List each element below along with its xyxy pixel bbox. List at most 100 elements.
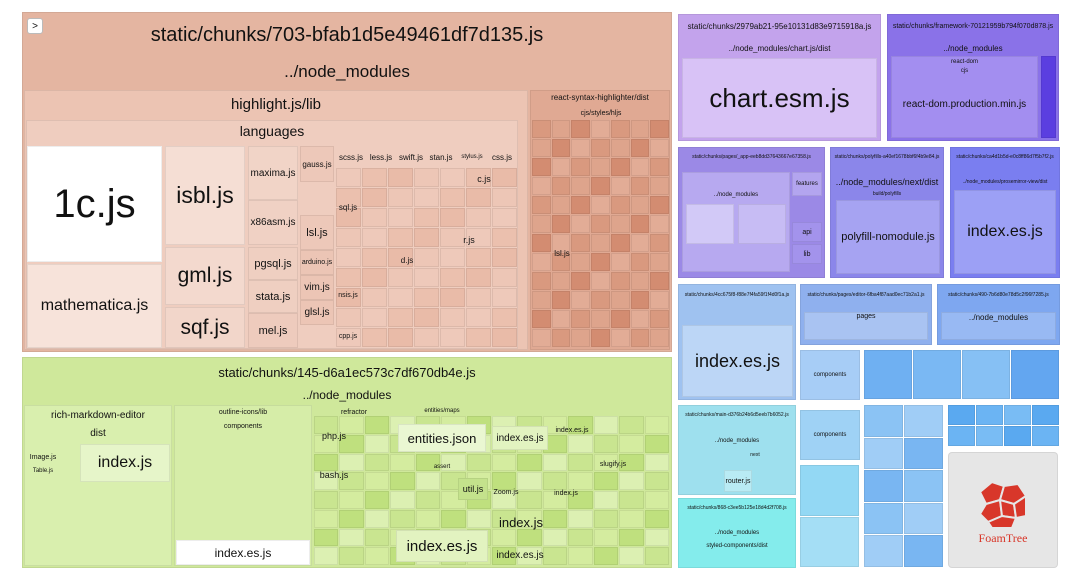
small-box bbox=[568, 434, 593, 453]
small-box bbox=[610, 120, 630, 138]
small-box bbox=[362, 188, 387, 207]
small-box bbox=[571, 291, 591, 309]
small-box bbox=[619, 453, 644, 472]
file: pgsql.js bbox=[248, 247, 298, 280]
file: php.js bbox=[321, 431, 347, 441]
small-box bbox=[630, 196, 650, 214]
small-box bbox=[364, 434, 390, 453]
file: index.es.js bbox=[492, 426, 548, 450]
folder-box: features bbox=[792, 172, 822, 196]
small-box bbox=[591, 215, 610, 233]
small-box bbox=[362, 208, 387, 227]
small-box bbox=[532, 329, 551, 347]
file: index.es.js bbox=[176, 540, 310, 565]
small-box bbox=[630, 291, 650, 309]
small-box bbox=[364, 472, 390, 490]
chunk-title: static/chunks/ca4d1b5d-e0c8ff86d7f5b7f2.… bbox=[956, 154, 1054, 160]
small-box bbox=[551, 291, 571, 309]
small-box bbox=[568, 491, 593, 509]
file: d.js bbox=[400, 255, 414, 265]
file: r.js bbox=[463, 235, 475, 245]
group-label: ../node_modules bbox=[943, 43, 1003, 53]
small-box bbox=[610, 329, 630, 347]
small-box bbox=[339, 491, 364, 509]
small-box bbox=[551, 272, 571, 290]
small-box bbox=[619, 528, 644, 547]
toggle-button[interactable]: > bbox=[27, 18, 43, 34]
small-box bbox=[551, 158, 571, 176]
small-box bbox=[1032, 426, 1059, 446]
small-box bbox=[492, 268, 517, 287]
small-box bbox=[532, 310, 551, 328]
small-box bbox=[440, 308, 465, 327]
group-label: ../node_modules/chart.js/dist bbox=[728, 43, 831, 53]
small-box bbox=[532, 196, 551, 214]
small-box bbox=[591, 253, 610, 271]
small-box bbox=[492, 228, 517, 247]
small-box bbox=[610, 310, 630, 328]
file: sql.js bbox=[338, 202, 358, 212]
file: slugify.js bbox=[599, 460, 627, 468]
small-box bbox=[542, 509, 568, 528]
small-box bbox=[336, 248, 361, 267]
file: swift.js bbox=[399, 152, 423, 162]
small-box bbox=[362, 328, 387, 347]
folder-label: languages bbox=[239, 123, 305, 139]
small-box bbox=[864, 535, 903, 567]
small-box bbox=[314, 509, 339, 528]
small-box bbox=[591, 177, 610, 195]
file: react-dom.production.min.js bbox=[902, 98, 1027, 110]
folder-label: cjs/styles/hljs bbox=[580, 109, 622, 117]
small-box bbox=[314, 528, 339, 547]
small-box bbox=[314, 416, 339, 434]
file: polyfill-nomodule.js bbox=[836, 200, 940, 274]
small-box bbox=[492, 288, 517, 307]
small-box bbox=[913, 350, 961, 399]
chunk-title: static/chunks/polyfills-a40ef1678bbf6f4b… bbox=[834, 154, 940, 160]
file: index.es.js bbox=[682, 325, 793, 397]
file: cpp.js bbox=[338, 332, 358, 340]
small-box bbox=[362, 288, 387, 307]
small-box bbox=[314, 453, 339, 472]
folder-label: react-syntax-highlighter/dist bbox=[551, 93, 649, 102]
small-box bbox=[492, 453, 517, 472]
file: index.es.js bbox=[555, 426, 589, 434]
small-box bbox=[644, 434, 669, 453]
folder-box: lib bbox=[792, 244, 822, 264]
file: index.es.js bbox=[954, 190, 1056, 274]
small-box bbox=[440, 208, 465, 227]
group-label: ../node_modules/prosemirror-view/dist bbox=[962, 179, 1048, 185]
chunk-title: static/chunks/pages/_app-eeb8dd37643667e… bbox=[692, 154, 811, 160]
small-box bbox=[1004, 426, 1031, 446]
small-box bbox=[388, 308, 413, 327]
small-box bbox=[593, 416, 619, 434]
small-box bbox=[610, 158, 630, 176]
small-box bbox=[610, 177, 630, 195]
small-box bbox=[336, 308, 361, 327]
small-box bbox=[440, 228, 465, 247]
small-box bbox=[339, 416, 364, 434]
small-box bbox=[610, 253, 630, 271]
folder-label: highlight.js/lib bbox=[230, 95, 322, 113]
folder-label: entities/maps bbox=[424, 408, 460, 414]
chunk-title: static/chunks/145-d6a1ec573c7df670db4e.j… bbox=[218, 364, 476, 380]
small-box bbox=[864, 405, 903, 437]
small-box bbox=[532, 272, 551, 290]
small-box bbox=[466, 188, 491, 207]
small-box bbox=[904, 405, 943, 437]
small-box bbox=[650, 139, 669, 157]
small-box bbox=[630, 329, 650, 347]
small-box bbox=[388, 268, 413, 287]
small-box bbox=[336, 168, 361, 187]
small-box bbox=[336, 228, 361, 247]
small-box bbox=[644, 472, 669, 490]
small-box bbox=[904, 502, 943, 535]
small-box bbox=[492, 528, 517, 547]
small-box bbox=[591, 291, 610, 309]
small-box bbox=[610, 196, 630, 214]
small-box bbox=[517, 509, 542, 528]
small-box bbox=[440, 288, 465, 307]
small-box bbox=[630, 177, 650, 195]
small-box bbox=[466, 328, 491, 347]
